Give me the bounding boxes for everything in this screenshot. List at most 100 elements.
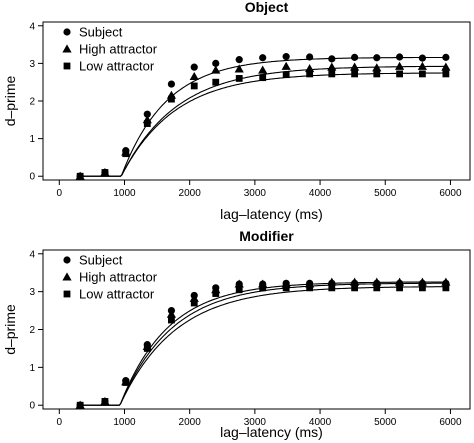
x-tick-label: 4000 bbox=[309, 188, 332, 199]
chart-title: Object bbox=[245, 0, 289, 15]
data-point-low-attractor bbox=[235, 286, 243, 294]
y-tick-label: 4 bbox=[29, 21, 35, 32]
data-point-subject bbox=[373, 54, 381, 62]
data-point-subject bbox=[167, 80, 176, 88]
x-tick-label: 2000 bbox=[179, 188, 202, 199]
data-point-low-attractor bbox=[328, 284, 336, 292]
data-point-high-attractor bbox=[394, 277, 405, 286]
legend-label-high-attractor: High attractor bbox=[79, 42, 158, 57]
data-point-low-attractor bbox=[168, 95, 175, 103]
data-point-subject bbox=[282, 53, 290, 61]
data-point-low-attractor bbox=[212, 290, 220, 297]
data-point-low-attractor bbox=[190, 299, 198, 307]
data-point-low-attractor bbox=[259, 74, 267, 82]
data-point-low-attractor bbox=[168, 316, 175, 324]
data-point-subject bbox=[442, 53, 450, 61]
data-point-low-attractor bbox=[101, 169, 109, 176]
data-point-low-attractor bbox=[396, 70, 403, 78]
legend-marker-subject bbox=[63, 256, 71, 264]
data-point-high-attractor bbox=[350, 277, 360, 286]
data-point-high-attractor bbox=[372, 277, 382, 286]
data-point-high-attractor bbox=[327, 62, 337, 71]
data-point-low-attractor bbox=[306, 284, 314, 292]
x-tick-label: 0 bbox=[57, 417, 63, 428]
data-point-high-attractor bbox=[189, 71, 199, 80]
x-tick-label: 6000 bbox=[439, 188, 462, 199]
fit-curve-high-attractor bbox=[80, 65, 447, 177]
data-point-high-attractor bbox=[417, 277, 428, 286]
legend-label-low-attractor: Low attractor bbox=[79, 59, 155, 74]
y-axis-label: d–prime bbox=[2, 304, 18, 355]
data-point-low-attractor bbox=[101, 398, 109, 405]
fit-curve-low-attractor bbox=[80, 72, 447, 177]
legend-marker-low-attractor bbox=[63, 62, 71, 70]
data-point-low-attractor bbox=[259, 284, 267, 292]
data-point-high-attractor bbox=[166, 309, 177, 318]
fit-curve-subject bbox=[80, 56, 447, 177]
data-point-high-attractor bbox=[441, 277, 451, 286]
data-point-subject bbox=[351, 53, 359, 61]
data-point-subject bbox=[190, 63, 198, 71]
data-point-high-attractor bbox=[372, 63, 382, 72]
y-axis-label: d–prime bbox=[2, 76, 18, 127]
data-point-low-attractor bbox=[351, 70, 359, 78]
data-point-low-attractor bbox=[76, 401, 84, 409]
data-point-high-attractor bbox=[258, 65, 268, 74]
x-tick-label: 5000 bbox=[374, 417, 397, 428]
data-point-high-attractor bbox=[281, 61, 291, 70]
x-tick-label: 5000 bbox=[374, 188, 397, 199]
y-tick-label: 4 bbox=[29, 249, 35, 260]
data-point-low-attractor bbox=[122, 150, 130, 158]
legend-marker-low-attractor bbox=[63, 290, 71, 298]
data-point-low-attractor bbox=[396, 284, 403, 292]
data-point-high-attractor bbox=[441, 62, 451, 71]
data-point-low-attractor bbox=[282, 284, 290, 292]
y-tick-label: 1 bbox=[29, 134, 35, 145]
data-point-high-attractor bbox=[305, 64, 315, 73]
data-point-high-attractor bbox=[417, 61, 428, 70]
data-point-low-attractor bbox=[282, 71, 290, 79]
data-point-subject bbox=[395, 53, 404, 61]
data-point-subject bbox=[212, 59, 220, 67]
data-point-low-attractor bbox=[306, 70, 314, 78]
data-point-subject bbox=[306, 53, 314, 61]
data-point-high-attractor bbox=[327, 277, 337, 286]
fit-curve-low-attractor bbox=[80, 286, 447, 406]
data-point-subject bbox=[418, 54, 427, 62]
data-point-high-attractor bbox=[350, 62, 360, 71]
data-point-high-attractor bbox=[234, 279, 244, 288]
data-point-high-attractor bbox=[234, 64, 244, 73]
legend-label-subject: Subject bbox=[79, 25, 123, 40]
data-point-low-attractor bbox=[122, 379, 130, 386]
x-tick-label: 0 bbox=[57, 188, 63, 199]
data-point-low-attractor bbox=[235, 75, 243, 82]
data-point-high-attractor bbox=[394, 61, 405, 70]
data-point-low-attractor bbox=[442, 70, 450, 78]
data-point-low-attractor bbox=[76, 172, 84, 180]
data-point-subject bbox=[143, 110, 151, 118]
x-axis-label: lag–latency (ms) bbox=[220, 424, 323, 440]
y-tick-label: 1 bbox=[29, 363, 35, 374]
data-point-low-attractor bbox=[373, 70, 381, 78]
panel-object: Object 0 1000 2000 3000 4000 5000 6000 0 1 2 3 4 lag–… bbox=[2, 0, 471, 222]
y-tick-label: 2 bbox=[29, 325, 35, 336]
y-tick-label: 3 bbox=[29, 287, 35, 298]
y-tick-label: 3 bbox=[29, 59, 35, 70]
x-tick-label: 1000 bbox=[113, 188, 136, 199]
data-point-low-attractor bbox=[143, 345, 151, 352]
data-point-low-attractor bbox=[419, 70, 426, 78]
x-tick-label: 1000 bbox=[113, 417, 136, 428]
y-tick-label: 0 bbox=[29, 172, 35, 183]
legend-marker-high-attractor bbox=[62, 44, 72, 53]
data-point-low-attractor bbox=[373, 284, 381, 292]
data-point-low-attractor bbox=[190, 82, 198, 90]
data-point-subject bbox=[328, 55, 336, 63]
data-point-low-attractor bbox=[328, 70, 336, 78]
legend-marker-high-attractor bbox=[62, 272, 72, 281]
data-point-low-attractor bbox=[351, 284, 359, 292]
x-tick-label: 6000 bbox=[439, 417, 462, 428]
data-point-low-attractor bbox=[143, 120, 151, 127]
data-point-high-attractor bbox=[211, 65, 221, 74]
legend-label-high-attractor: High attractor bbox=[79, 270, 158, 285]
